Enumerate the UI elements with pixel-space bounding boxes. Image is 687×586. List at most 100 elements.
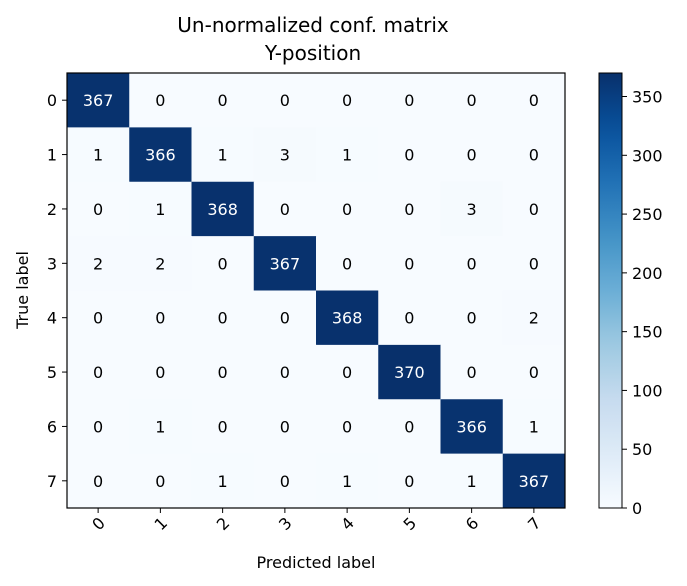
heatmap-cell — [378, 344, 441, 400]
cell-value-label: 1 — [155, 200, 165, 219]
heatmap-cell — [67, 73, 130, 128]
heatmap-cell — [253, 453, 317, 509]
heatmap-cell — [253, 127, 317, 183]
colorbar-tick-label: 0 — [632, 499, 642, 518]
cell-value-label: 0 — [342, 91, 352, 110]
cell-value-label: 0 — [93, 363, 103, 382]
cell-value-label: 368 — [207, 200, 238, 219]
cell-value-label: 1 — [467, 472, 477, 491]
cell-value-label: 0 — [93, 200, 103, 219]
y-tick-label: 3 — [47, 254, 57, 273]
heatmap-cell — [253, 236, 317, 291]
heatmap-cell — [440, 399, 504, 455]
y-tick-label: 2 — [47, 200, 57, 219]
x-tick-label: 4 — [337, 513, 358, 534]
x-tick-label: 6 — [462, 513, 483, 534]
cell-value-label: 367 — [519, 472, 550, 491]
chart-subtitle: Y-position — [264, 41, 361, 65]
cell-value-label: 0 — [342, 363, 352, 382]
cell-value-label: 0 — [280, 200, 290, 219]
cell-value-label: 367 — [270, 254, 301, 273]
heatmap-cell — [440, 236, 504, 291]
colorbar-tick-label: 300 — [632, 146, 663, 165]
heatmap-cell — [440, 181, 504, 237]
y-tick-label: 7 — [47, 472, 57, 491]
heatmap-cell — [191, 344, 255, 400]
heatmap-cell — [316, 453, 379, 509]
cell-value-label: 1 — [342, 146, 352, 165]
x-tick-label: 7 — [524, 513, 545, 534]
y-tick-label: 5 — [47, 363, 57, 382]
heatmap-cell — [440, 73, 504, 128]
colorbar-tick-label: 150 — [632, 323, 663, 342]
cell-value-label: 0 — [155, 309, 165, 328]
heatmap-cell — [253, 73, 317, 128]
y-axis-label: True label — [13, 251, 32, 330]
cell-value-label: 0 — [342, 417, 352, 436]
heatmap-cell — [378, 73, 441, 128]
heatmap-cell — [191, 181, 255, 237]
cell-value-label: 0 — [218, 363, 228, 382]
plot-frame — [66, 72, 566, 509]
cell-value-label: 1 — [342, 472, 352, 491]
cell-value-label: 0 — [404, 146, 414, 165]
cell-value-label: 0 — [218, 254, 228, 273]
y-tick-label: 1 — [47, 146, 57, 165]
cell-value-label: 0 — [467, 309, 477, 328]
heatmap-cell — [502, 236, 566, 291]
cell-value-label: 0 — [342, 254, 352, 273]
heatmap-cell — [502, 399, 566, 455]
cell-value-label: 0 — [93, 417, 103, 436]
cell-value-label: 0 — [404, 309, 414, 328]
cell-value-label: 0 — [467, 146, 477, 165]
cell-value-label: 0 — [218, 417, 228, 436]
heatmap-cell — [191, 290, 255, 346]
heatmap-cell — [316, 290, 379, 346]
cell-value-label: 1 — [93, 146, 103, 165]
cell-value-label: 366 — [145, 146, 176, 165]
heatmap-cell — [253, 181, 317, 237]
heatmap-cell — [67, 453, 130, 509]
x-axis: 0 1 2 3 4 5 6 7 — [88, 508, 545, 534]
cell-value-label: 370 — [394, 363, 425, 382]
cell-value-label: 0 — [404, 254, 414, 273]
cell-value-label: 0 — [467, 91, 477, 110]
heatmap-cell — [316, 399, 379, 455]
heatmap-cell — [191, 127, 255, 183]
heatmap-cell — [378, 236, 441, 291]
heatmap-cell — [253, 399, 317, 455]
heatmap-cell — [316, 127, 379, 183]
heatmap-cell — [378, 127, 441, 183]
cell-value-label: 0 — [155, 472, 165, 491]
heatmap-cell — [502, 73, 566, 128]
cell-value-label: 1 — [218, 146, 228, 165]
cell-value-label: 3 — [280, 146, 290, 165]
cell-value-label: 0 — [342, 200, 352, 219]
cell-value-label: 0 — [529, 254, 539, 273]
y-tick-label: 6 — [47, 417, 57, 436]
colorbar-tick-label: 250 — [632, 205, 663, 224]
cell-value-label: 368 — [332, 309, 363, 328]
cell-value-label: 0 — [218, 91, 228, 110]
heatmap-cell — [316, 236, 379, 291]
heatmap-cell — [129, 399, 192, 455]
heatmap-cell — [67, 181, 130, 237]
x-tick-label: 2 — [213, 513, 234, 534]
heatmap-cell — [191, 73, 255, 128]
heatmap-cell — [67, 344, 130, 400]
heatmap-cell — [67, 399, 130, 455]
heatmap-cell — [253, 290, 317, 346]
y-axis: 0 1 2 3 4 5 6 7 — [47, 91, 67, 491]
cell-value-label: 2 — [93, 254, 103, 273]
heatmap-cell — [67, 127, 130, 183]
heatmap-cell — [316, 73, 379, 128]
cell-value-label: 0 — [218, 309, 228, 328]
cell-value-label: 1 — [529, 417, 539, 436]
cell-value-label: 3 — [467, 200, 477, 219]
heatmap-cell — [440, 290, 504, 346]
cell-value-label: 0 — [529, 91, 539, 110]
heatmap-cell — [378, 453, 441, 509]
cell-value-label: 2 — [529, 309, 539, 328]
cell-value-label: 0 — [404, 417, 414, 436]
heatmap-cells — [67, 73, 566, 509]
